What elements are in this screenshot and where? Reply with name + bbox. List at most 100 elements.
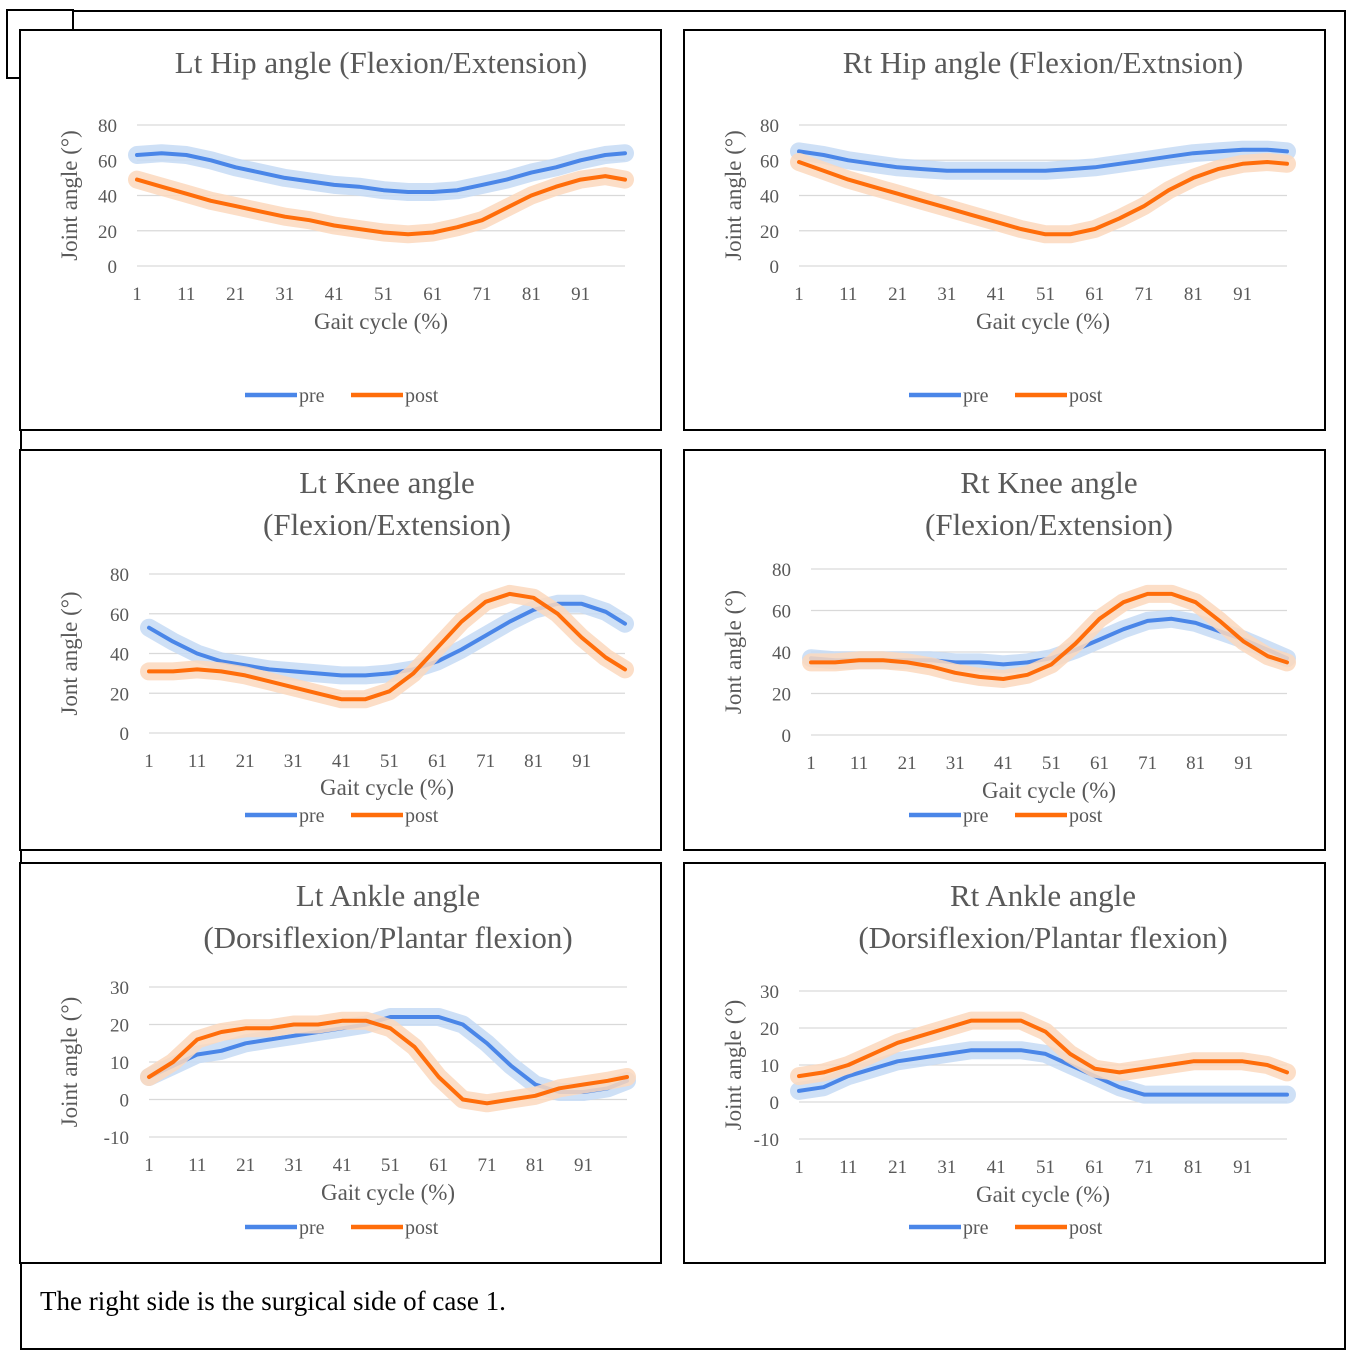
y-tick-label: 10 xyxy=(110,1053,129,1074)
x-tick-label: 71 xyxy=(473,284,492,305)
x-tick-label: 81 xyxy=(1184,1157,1203,1178)
x-tick-label: 41 xyxy=(333,1155,352,1176)
y-tick-label: 80 xyxy=(772,560,791,581)
x-tick-label: 91 xyxy=(1233,1157,1252,1178)
y-tick-label: 0 xyxy=(108,257,118,278)
x-tick-label: 81 xyxy=(1186,753,1205,774)
y-tick-label: 60 xyxy=(110,605,129,626)
x-axis-label: Gait cycle (%) xyxy=(982,778,1116,803)
chart-rt-knee: Rt Knee angle (Flexion/Extension) 0 20 40 60 8… xyxy=(683,449,1326,851)
x-tick-label: 11 xyxy=(177,284,195,305)
y-tick-label: 20 xyxy=(110,684,129,705)
x-tick-label: 71 xyxy=(1135,284,1154,305)
x-tick-label: 51 xyxy=(1042,753,1061,774)
series-pre-line xyxy=(797,1048,1289,1097)
x-tick-label: 31 xyxy=(284,751,303,772)
x-tick-label: 91 xyxy=(571,284,590,305)
y-tick-label: 80 xyxy=(98,116,117,137)
x-axis-label: Gait cycle (%) xyxy=(321,1180,455,1205)
x-tick-label: 61 xyxy=(1085,1157,1104,1178)
legend-label-post: post xyxy=(1069,385,1103,407)
y-tick-label: 40 xyxy=(110,645,129,666)
legend-label-post: post xyxy=(405,1217,439,1239)
x-tick-label: 71 xyxy=(1135,1157,1154,1178)
x-tick-label: 21 xyxy=(236,751,255,772)
series-post-line xyxy=(797,1018,1289,1079)
chart-title: Rt Knee angle xyxy=(960,465,1137,500)
chart-svg: Lt Knee angle (Flexion/Extension) 0 20 40 60 8… xyxy=(57,465,634,827)
x-tick-label: 51 xyxy=(1036,284,1055,305)
x-tick-label: 11 xyxy=(839,1157,857,1178)
chart-svg: Lt Ankle angle (Dorsiflexion/Plantar flex… xyxy=(57,878,636,1239)
y-tick-label: 40 xyxy=(98,187,117,208)
series-post-line xyxy=(809,591,1289,681)
x-tick-label: 61 xyxy=(1090,753,1109,774)
y-tick-label: 80 xyxy=(760,116,779,137)
x-tick-label: 1 xyxy=(806,753,816,774)
figure-caption: The right side is the surgical side of c… xyxy=(40,1286,506,1316)
chart-title: (Flexion/Extension) xyxy=(925,507,1173,542)
x-tick-label: 41 xyxy=(987,1157,1006,1178)
chart-lt-hip: Lt Hip angle (Flexion/Extension) 0 20 40 60 8… xyxy=(19,29,662,431)
x-tick-label: 1 xyxy=(144,1155,154,1176)
x-tick-label: 51 xyxy=(381,1155,400,1176)
series-post-line xyxy=(147,591,627,702)
legend-label-pre: pre xyxy=(299,385,325,407)
chart-svg: Rt Knee angle (Flexion/Extension) 0 20 40 60 8… xyxy=(721,465,1296,827)
series-post-line xyxy=(135,174,627,237)
chart-title: (Dorsiflexion/Plantar flexion) xyxy=(858,920,1227,955)
chart-title: (Dorsiflexion/Plantar flexion) xyxy=(203,920,572,955)
legend-label-pre: pre xyxy=(299,805,325,827)
y-tick-label: 30 xyxy=(760,982,779,1003)
y-tick-label: -10 xyxy=(754,1130,779,1151)
x-tick-label: 31 xyxy=(937,1157,956,1178)
x-tick-label: 21 xyxy=(888,1157,907,1178)
chart-title: Rt Hip angle (Flexion/Extnsion) xyxy=(843,45,1243,80)
x-tick-label: 91 xyxy=(1234,753,1253,774)
series-pre-line xyxy=(135,151,627,194)
y-tick-label: 20 xyxy=(760,1019,779,1040)
x-tick-label: 1 xyxy=(794,284,804,305)
x-axis-label: Gait cycle (%) xyxy=(320,775,454,800)
legend-label-pre: pre xyxy=(963,805,989,827)
x-tick-label: 81 xyxy=(526,1155,545,1176)
chart-svg: Rt Ankle angle (Dorsiflexion/Plantar flex… xyxy=(721,878,1296,1239)
series-post-line xyxy=(797,160,1289,237)
y-tick-label: 0 xyxy=(120,1091,130,1112)
x-tick-label: 51 xyxy=(1036,1157,1055,1178)
x-tick-label: 1 xyxy=(132,284,142,305)
x-tick-label: 81 xyxy=(524,751,543,772)
x-tick-label: 21 xyxy=(236,1155,255,1176)
y-tick-label: 0 xyxy=(770,257,780,278)
x-tick-label: 61 xyxy=(429,1155,448,1176)
x-tick-label: 41 xyxy=(994,753,1013,774)
y-tick-label: 40 xyxy=(772,643,791,664)
y-tick-label: 60 xyxy=(772,602,791,623)
x-tick-label: 71 xyxy=(477,1155,496,1176)
x-tick-label: 11 xyxy=(188,751,206,772)
y-tick-label: -10 xyxy=(104,1128,129,1149)
x-tick-label: 11 xyxy=(188,1155,206,1176)
chart-lt-ankle: Lt Ankle angle (Dorsiflexion/Plantar flex… xyxy=(19,862,662,1264)
legend-label-post: post xyxy=(1069,1217,1103,1239)
x-tick-label: 41 xyxy=(325,284,344,305)
y-axis-label: Joint angle (°) xyxy=(721,1000,746,1131)
x-tick-label: 71 xyxy=(476,751,495,772)
series-pre-line xyxy=(797,147,1289,173)
y-tick-label: 20 xyxy=(772,685,791,706)
x-tick-label: 61 xyxy=(1085,284,1104,305)
chart-svg: Lt Hip angle (Flexion/Extension) 0 20 40 60 8… xyxy=(57,45,634,407)
x-tick-label: 31 xyxy=(284,1155,303,1176)
y-tick-label: 0 xyxy=(120,724,130,745)
x-tick-label: 61 xyxy=(423,284,442,305)
x-tick-label: 41 xyxy=(332,751,351,772)
chart-title: (Flexion/Extension) xyxy=(263,507,511,542)
x-tick-label: 81 xyxy=(1184,284,1203,305)
chart-title: Lt Knee angle xyxy=(299,465,475,500)
y-tick-label: 0 xyxy=(782,726,792,747)
x-axis-label: Gait cycle (%) xyxy=(314,309,448,334)
chart-rt-ankle: Rt Ankle angle (Dorsiflexion/Plantar flex… xyxy=(683,862,1326,1264)
y-axis-label: Joint angle (°) xyxy=(721,130,746,261)
chart-rt-hip: Rt Hip angle (Flexion/Extnsion) 0 20 40 60 80… xyxy=(683,29,1326,431)
x-tick-label: 61 xyxy=(428,751,447,772)
